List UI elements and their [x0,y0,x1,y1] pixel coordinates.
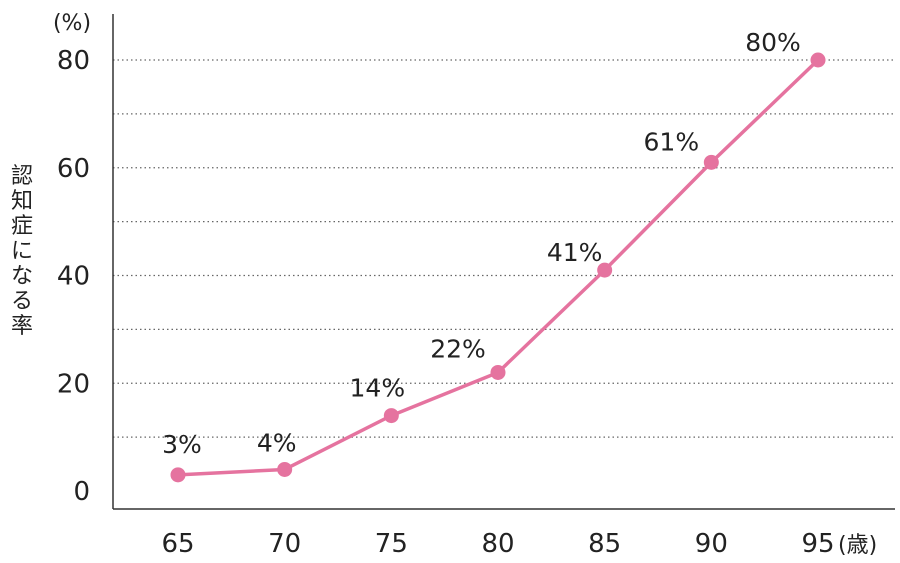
y-axis-label-char: 認 [11,164,33,189]
data-label: 22% [430,334,486,363]
data-point [703,154,719,170]
data-label: 61% [644,127,700,156]
y-tick-label: 0 [73,477,90,507]
x-tick-label: 95 [801,529,834,559]
y-tick-labels: 0 20 40 60 80 [57,46,90,507]
y-tick-label: 80 [57,46,90,76]
y-axis-label-char: 知 [11,189,33,214]
y-axis-label-char: 症 [11,214,33,239]
y-axis-label-char: な [11,264,33,289]
data-label: 80% [745,28,801,57]
x-tick-label: 85 [588,529,621,559]
data-point [597,262,613,278]
y-axis-label-char: 率 [11,314,33,339]
x-unit-label: (歳) [838,533,877,558]
y-tick-label: 60 [57,154,90,184]
x-tick-label: 90 [695,529,728,559]
data-labels: 3% 4% 14% 22% 41% 61% 80% [162,28,801,459]
series-polyline [177,58,820,477]
y-tick-label: 20 [57,369,90,399]
data-point [810,52,826,68]
y-tick-label: 40 [57,262,90,292]
y-unit-label: (%) [53,11,91,36]
x-tick-label: 80 [481,529,514,559]
data-point [383,408,399,424]
data-label: 14% [350,374,406,403]
x-tick-label: 75 [375,529,408,559]
data-point [277,461,293,477]
gridlines [113,59,895,438]
data-label: 3% [162,430,202,459]
series-line [170,52,826,483]
x-tick-label: 65 [161,529,194,559]
data-label: 4% [257,428,297,457]
x-tick-label: 70 [268,529,301,559]
x-tick-labels: 65 70 75 80 85 90 95 [161,529,834,559]
data-point [490,364,506,380]
data-point [170,467,186,483]
y-axis-label-char: に [11,239,33,264]
data-label: 41% [547,238,603,267]
y-axis-label-char: る [11,289,33,314]
